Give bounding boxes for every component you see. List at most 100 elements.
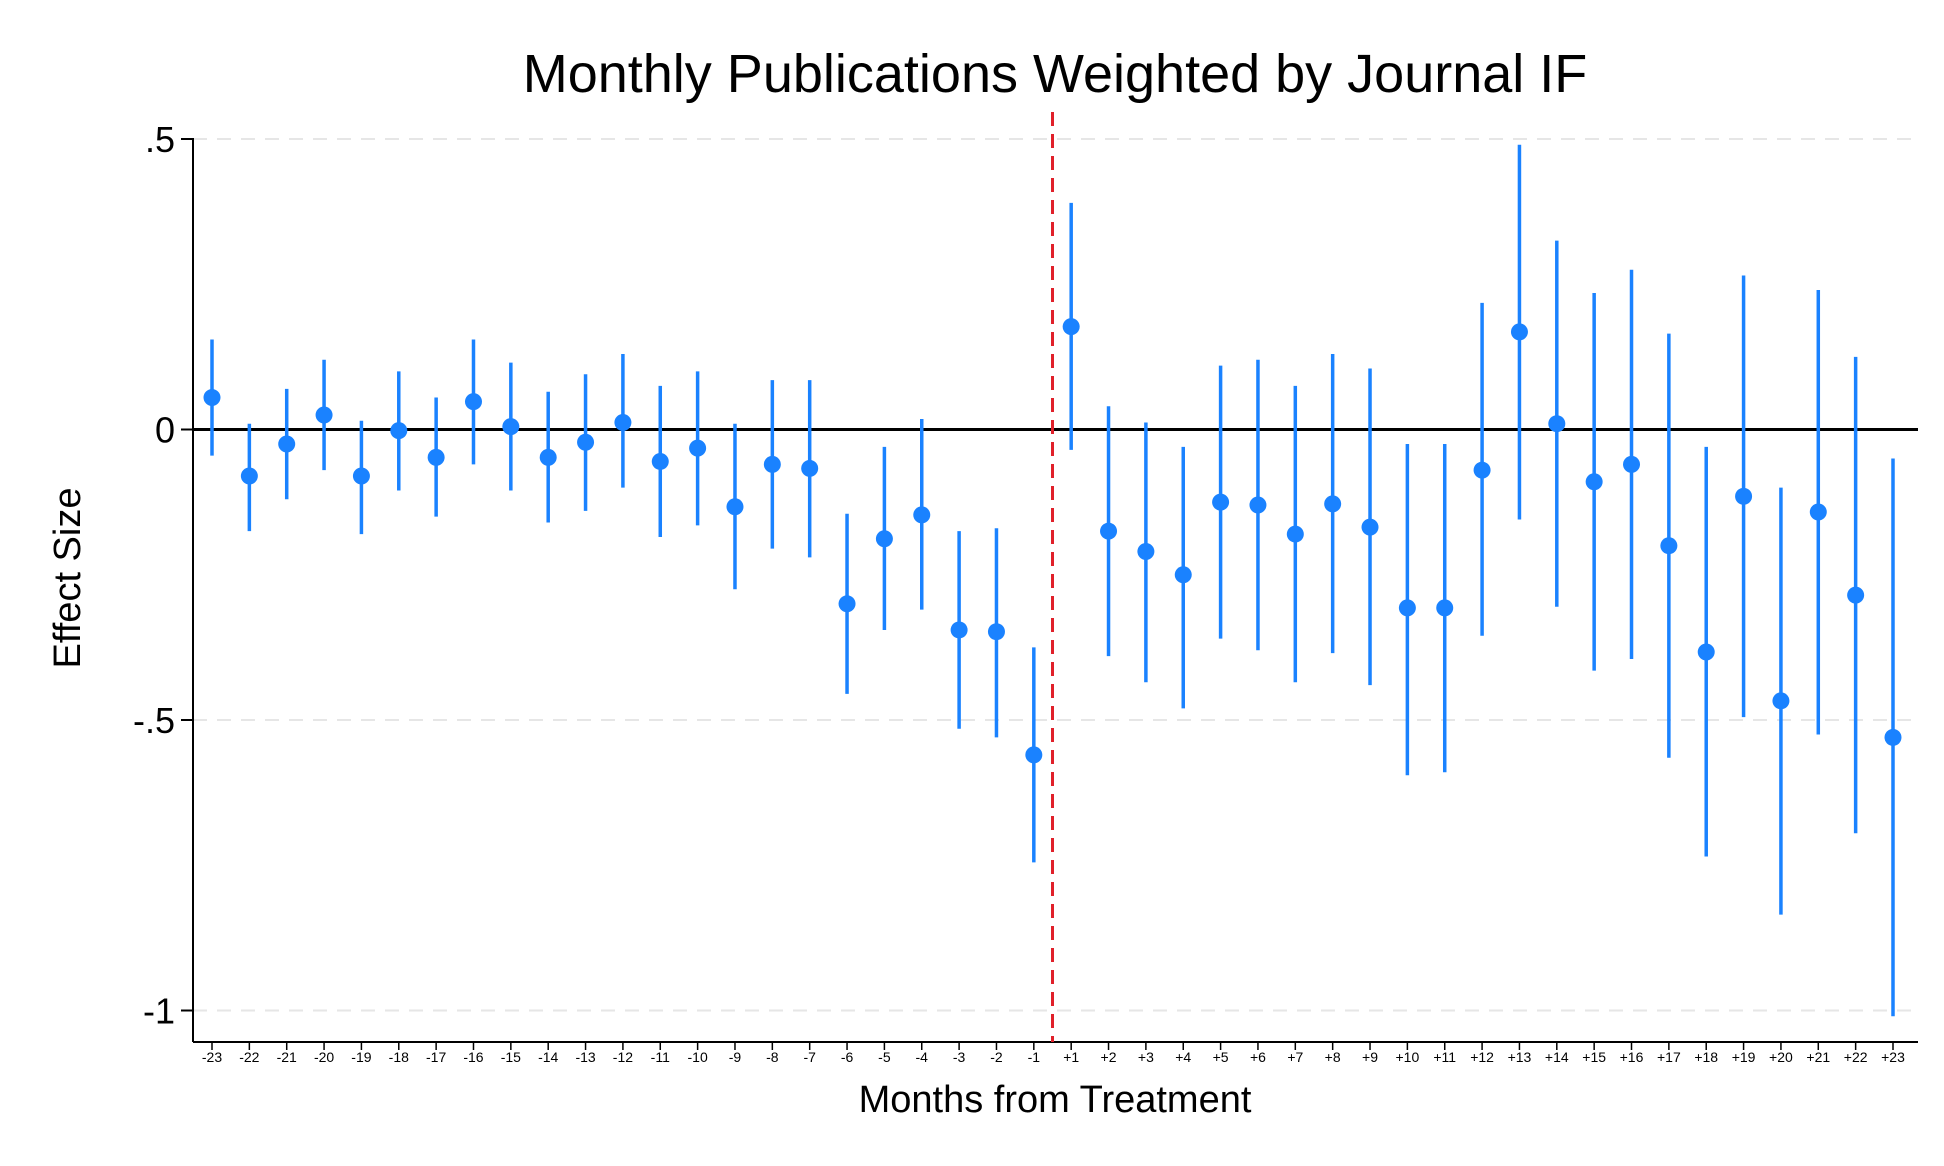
x-tick-label: -8 (766, 1049, 779, 1065)
data-point (987, 623, 1005, 641)
data-point (1025, 746, 1043, 764)
x-tick-label: +17 (1657, 1049, 1681, 1065)
data-point (427, 448, 445, 466)
data-point (1249, 496, 1267, 514)
y-axis-label: Effect Size (47, 488, 89, 669)
x-tick-label: +2 (1101, 1049, 1117, 1065)
data-point (1100, 522, 1118, 540)
data-point (801, 459, 819, 477)
data-point (502, 418, 520, 436)
x-tick-label: +7 (1287, 1049, 1303, 1065)
data-point (1324, 495, 1342, 513)
x-tick-label: +22 (1844, 1049, 1868, 1065)
x-tick-label: -2 (990, 1049, 1003, 1065)
axes (181, 112, 1918, 1050)
data-point (1510, 323, 1528, 341)
x-tick-label: +4 (1175, 1049, 1191, 1065)
x-tick-label: -13 (575, 1049, 595, 1065)
data-point (913, 506, 931, 524)
data-point (614, 414, 632, 432)
x-tick-label: +9 (1362, 1049, 1378, 1065)
grid-lines (193, 138, 1918, 1012)
x-tick-label: -14 (538, 1049, 558, 1065)
data-point (651, 452, 669, 470)
x-tick-label: -22 (239, 1049, 259, 1065)
x-tick-label: -7 (803, 1049, 816, 1065)
data-point (1137, 543, 1155, 561)
x-tick-label: +8 (1325, 1049, 1341, 1065)
data-point (1735, 487, 1753, 505)
x-tick-label: +20 (1769, 1049, 1793, 1065)
data-point (1473, 461, 1491, 479)
chart-title: Monthly Publications Weighted by Journal… (523, 44, 1588, 104)
x-tick-label: +14 (1545, 1049, 1569, 1065)
tick-labels: .5 0 -.5 -1 -23 -22 -21 -20 -19 -18 -17 -16 -15 -14 -1… (133, 119, 1905, 1065)
data-point (240, 467, 258, 485)
data-marks (203, 144, 1902, 1017)
data-point (203, 389, 221, 407)
data-point (464, 393, 482, 411)
data-point (1286, 525, 1304, 543)
data-point (1585, 473, 1603, 491)
x-tick-label: +13 (1508, 1049, 1532, 1065)
data-point (1212, 493, 1230, 511)
x-tick-label: +15 (1582, 1049, 1606, 1065)
data-point (539, 448, 557, 466)
data-point (315, 406, 333, 424)
x-tick-label: +3 (1138, 1049, 1154, 1065)
data-point (689, 439, 707, 457)
y-tick-label: -1 (143, 991, 175, 1032)
data-point (1174, 566, 1192, 584)
x-tick-label: +16 (1620, 1049, 1644, 1065)
x-tick-label: -3 (953, 1049, 966, 1065)
data-point (1884, 728, 1902, 746)
data-point (838, 595, 856, 613)
data-point (390, 422, 408, 440)
data-point (875, 530, 893, 548)
data-point (1847, 586, 1865, 604)
x-tick-label: -18 (389, 1049, 409, 1065)
x-tick-label: +21 (1806, 1049, 1830, 1065)
x-tick-label: -9 (729, 1049, 742, 1065)
x-tick-label: +1 (1063, 1049, 1079, 1065)
y-tick-label: -.5 (133, 700, 175, 741)
x-tick-label: +18 (1694, 1049, 1718, 1065)
data-point (763, 455, 781, 473)
x-tick-label: -16 (463, 1049, 483, 1065)
x-tick-label: -12 (613, 1049, 633, 1065)
y-tick-label: 0 (155, 410, 175, 451)
data-point (726, 498, 744, 516)
data-point (1361, 518, 1379, 536)
data-point (1772, 692, 1790, 710)
data-point (577, 433, 595, 451)
data-point (278, 435, 296, 453)
x-tick-label: -5 (878, 1049, 891, 1065)
data-point (950, 621, 968, 639)
x-tick-label: +12 (1470, 1049, 1494, 1065)
data-point (352, 467, 370, 485)
x-tick-label: +5 (1213, 1049, 1229, 1065)
x-tick-label: -4 (916, 1049, 929, 1065)
x-tick-label: -1 (1028, 1049, 1041, 1065)
x-tick-label: +23 (1881, 1049, 1905, 1065)
x-tick-label: +6 (1250, 1049, 1266, 1065)
data-point (1548, 415, 1566, 433)
data-point (1697, 643, 1715, 661)
data-point (1809, 503, 1827, 521)
x-tick-label: -21 (277, 1049, 297, 1065)
x-tick-label: +11 (1433, 1049, 1456, 1065)
data-point (1660, 537, 1678, 555)
x-tick-label: -17 (426, 1049, 446, 1065)
x-tick-label: -20 (314, 1049, 334, 1065)
y-tick-label: .5 (145, 119, 175, 160)
x-tick-label: -23 (202, 1049, 222, 1065)
data-point (1623, 455, 1641, 473)
x-tick-label: -11 (651, 1049, 670, 1065)
x-tick-label: -19 (351, 1049, 371, 1065)
x-tick-label: +10 (1396, 1049, 1420, 1065)
x-axis-label: Months from Treatment (859, 1079, 1252, 1121)
data-point (1062, 318, 1080, 336)
data-point (1398, 599, 1416, 617)
